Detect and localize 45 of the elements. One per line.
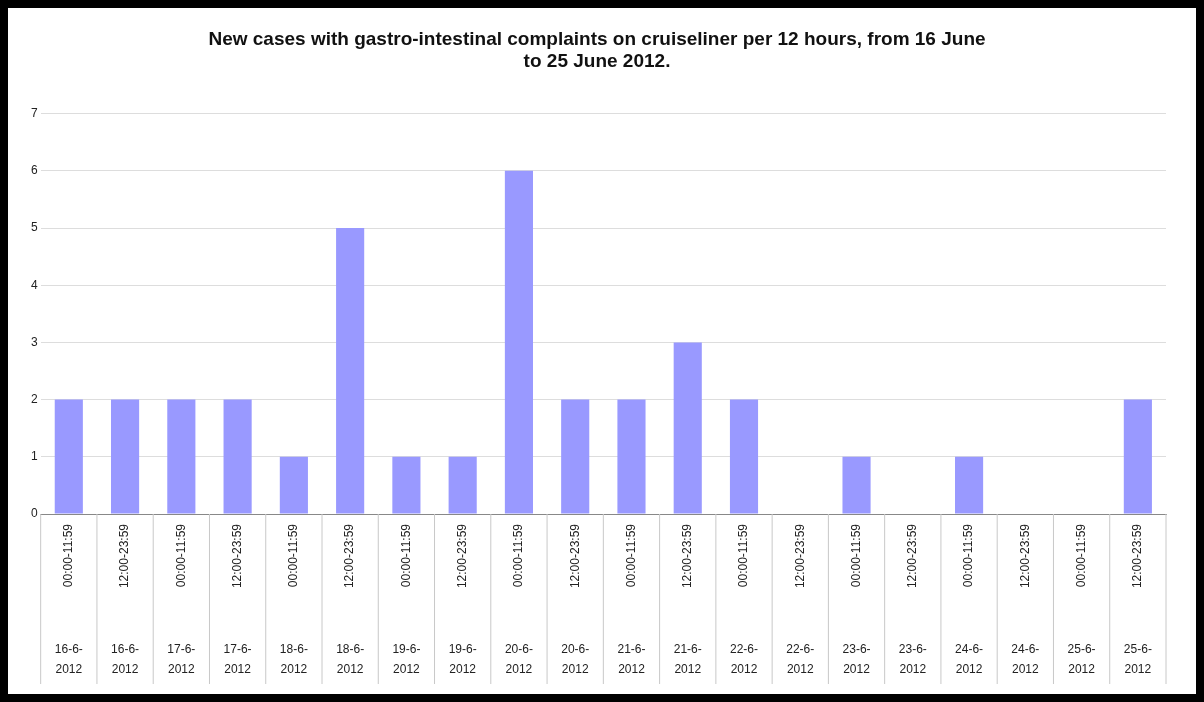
category-label: 12:00-23:59 20-6-2012 [561, 524, 590, 677]
category-label: 00:00-11:59 22-6-2012 [729, 524, 759, 677]
category-label: 00:00-11:59 20-6-2012 [504, 524, 533, 677]
category-label: 00:00-11:59 21-6-2012 [617, 524, 646, 677]
category-label: 00:00-11:59 24-6-2012 [955, 524, 984, 677]
category-label: 12:00-23:59 17-6-2012 [223, 524, 252, 677]
bar [617, 399, 646, 514]
y-tick-label: 3 [30, 334, 38, 349]
bar [673, 342, 702, 514]
category-label: 12:00-23:59 19-6-2012 [448, 524, 477, 677]
bar [167, 399, 196, 514]
y-tick-label: 6 [30, 163, 38, 178]
category-label: 00:00-11:59 17-6-2012 [167, 524, 196, 677]
y-tick-label: 7 [30, 105, 38, 120]
category-label: 12:00-23:59 18-6-2012 [336, 524, 365, 677]
y-tick-label: 5 [30, 220, 38, 235]
category-label: 00:00-11:59 18-6-2012 [279, 524, 308, 677]
bar [729, 399, 759, 514]
chart-title: New cases with gastro-intestinal complaints on cruiseliner per 12 hours, from 16 June to 25 June 2012. [208, 27, 986, 72]
bar [223, 399, 252, 514]
category-label: 00:00-11:59 19-6-2012 [392, 524, 421, 677]
y-tick-label: 0 [30, 506, 38, 521]
bar [448, 456, 477, 514]
category-label: 12:00-23:59 23-6-2012 [898, 524, 927, 677]
category-label: 12:00-23:59 24-6-2012 [1011, 524, 1040, 677]
y-tick-label: 2 [30, 391, 38, 406]
bar [336, 228, 365, 514]
y-tick-label: 1 [30, 449, 38, 464]
category-label: 00:00-11:59 23-6-2012 [842, 524, 871, 677]
category-label: 00:00-11:59 25-6-2012 [1067, 524, 1096, 677]
bar [561, 399, 590, 514]
category-label: 12:00-23:59 25-6-2012 [1123, 524, 1152, 677]
bar [842, 456, 871, 514]
category-label: 12:00-23:59 16-6-2012 [111, 524, 140, 677]
y-tick-label: 4 [30, 277, 38, 292]
bar [54, 399, 83, 514]
bar [504, 170, 533, 514]
bar [111, 399, 140, 514]
bar [955, 456, 984, 514]
bar [392, 456, 421, 514]
category-label: 12:00-23:59 21-6-2012 [673, 524, 702, 677]
bar [279, 456, 308, 514]
category-label: 00:00-11:59 16-6-2012 [54, 524, 83, 677]
category-label: 12:00-23:59 22-6-2012 [786, 524, 815, 677]
bar [1123, 399, 1152, 514]
